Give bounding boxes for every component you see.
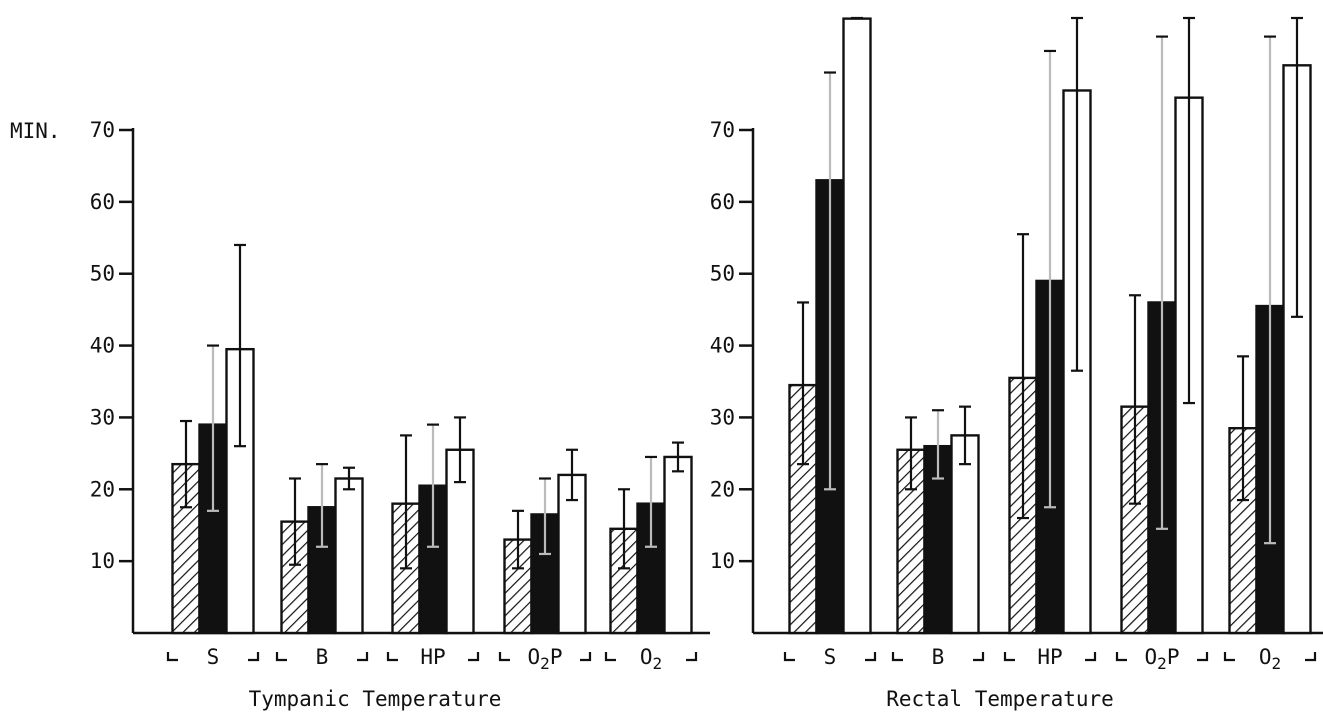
category-bracket-left	[1223, 652, 1235, 662]
y-tick-label: 20	[90, 477, 115, 501]
category-bracket-right	[1085, 652, 1097, 662]
category-bracket-left	[1115, 652, 1127, 662]
category-label: HP	[420, 645, 445, 669]
category-bracket-left	[1003, 652, 1015, 662]
y-tick-label: 50	[90, 262, 115, 286]
y-tick-label: 60	[90, 190, 115, 214]
category-bracket-right	[468, 652, 480, 662]
tympanic-temperature-panel: 10 20 30 40 50 60 70 S B HP O2P O2	[90, 118, 710, 673]
y-tick-label: 70	[90, 118, 115, 142]
category-bracket-right	[1305, 652, 1317, 662]
chart-title-rectal: Rectal Temperature	[886, 687, 1114, 711]
category-bracket-right	[1197, 652, 1209, 662]
category-bracket-right	[973, 652, 985, 662]
bar-white	[557, 473, 587, 635]
y-tick-label: 60	[710, 190, 735, 214]
category-bracket-right	[865, 652, 877, 662]
category-bracket-left	[891, 652, 903, 662]
category-label: B	[316, 645, 329, 669]
category-bracket-left	[275, 652, 287, 662]
bar-white	[842, 17, 872, 635]
y-tick-label: 10	[90, 549, 115, 573]
category-label: HP	[1037, 645, 1062, 669]
category-bracket-left	[783, 652, 795, 662]
category-bracket-left	[604, 652, 616, 662]
category-label: O2	[1259, 645, 1281, 673]
y-tick-label: 70	[710, 118, 735, 142]
category-label: S	[824, 645, 837, 669]
category-bracket-left	[386, 652, 398, 662]
category-label: S	[207, 645, 220, 669]
category-bracket-right	[580, 652, 592, 662]
y-tick-label: 20	[710, 477, 735, 501]
category-bracket-right	[357, 652, 369, 662]
category-label: B	[932, 645, 945, 669]
y-tick-label: 30	[710, 405, 735, 429]
category-bracket-right	[248, 652, 260, 662]
category-bracket-left	[498, 652, 510, 662]
y-tick-label: 30	[90, 405, 115, 429]
category-label: O2P	[528, 645, 563, 673]
chart-title-tympanic: Tympanic Temperature	[249, 687, 502, 711]
category-bracket-left	[166, 652, 178, 662]
category-label: O2	[640, 645, 662, 673]
category-label: O2P	[1145, 645, 1180, 673]
y-tick-label: 40	[90, 334, 115, 358]
rectal-temperature-panel: 10 20 30 40 50 60 70 S B HP O2P O2	[710, 16, 1323, 673]
bar-white	[663, 455, 693, 635]
y-tick-label: 40	[710, 334, 735, 358]
category-bracket-right	[686, 652, 698, 662]
y-tick-label: 50	[710, 262, 735, 286]
y-axis-unit-label: MIN.	[10, 119, 61, 143]
y-tick-label: 10	[710, 549, 735, 573]
bar-white	[334, 477, 364, 635]
